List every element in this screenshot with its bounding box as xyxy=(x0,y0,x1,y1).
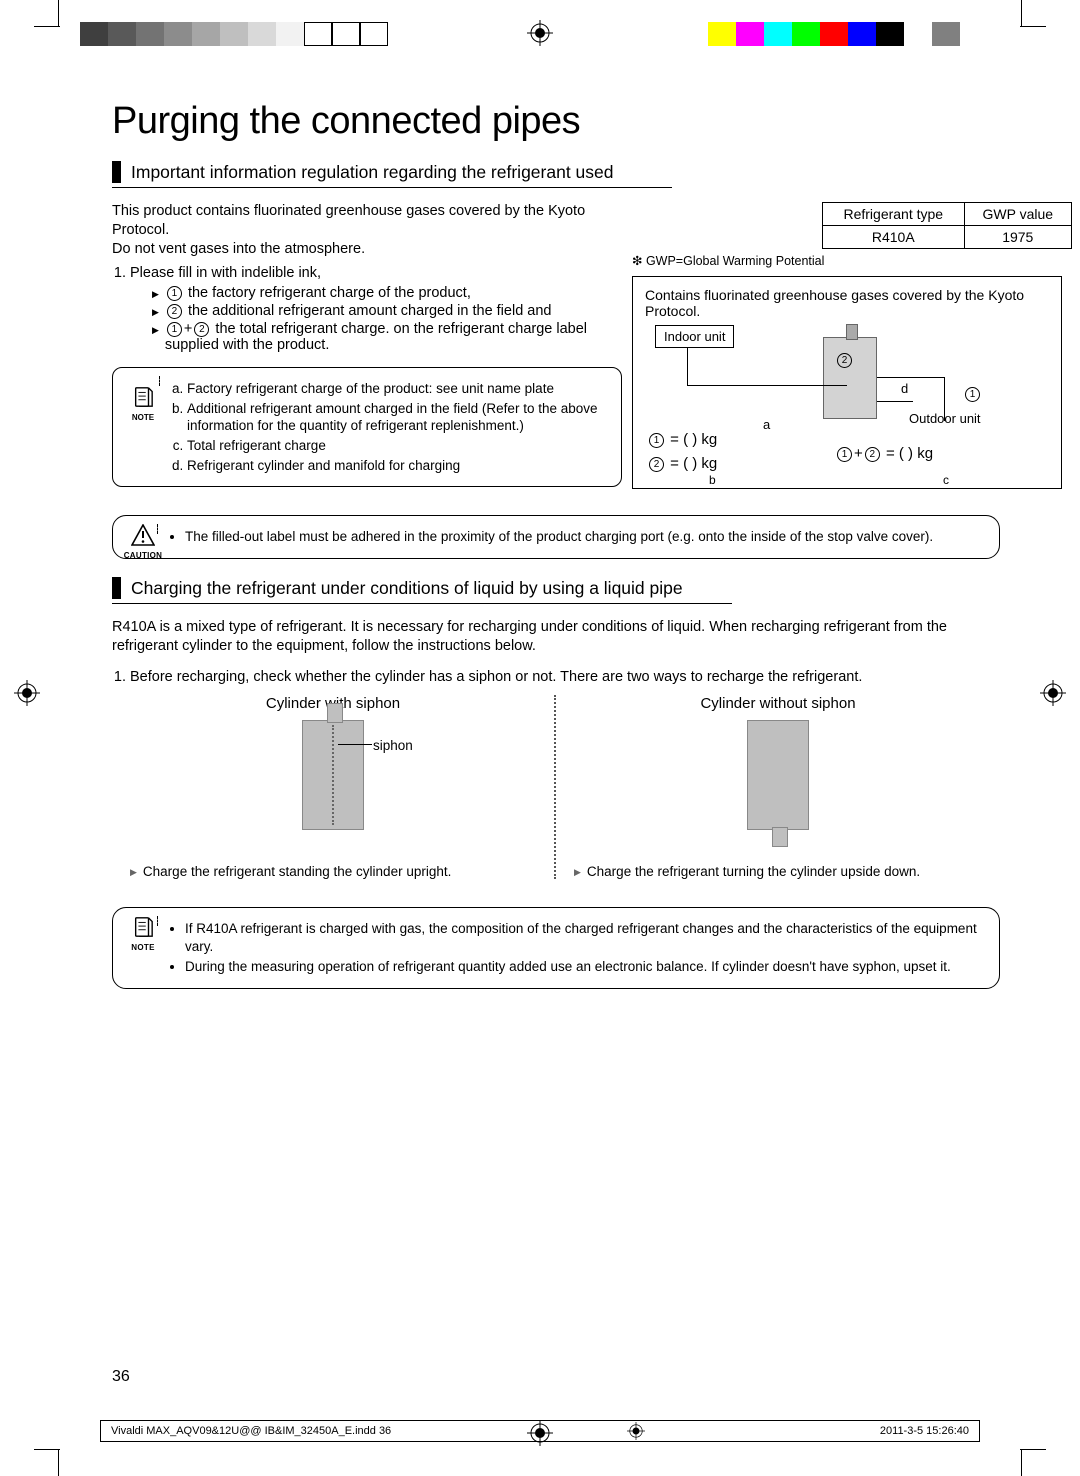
label-box-heading: Contains ﬂuorinated greenhouse gases cov… xyxy=(645,287,1049,319)
registration-target-icon xyxy=(627,1422,645,1440)
refrigerant-label-diagram: Contains ﬂuorinated greenhouse gases cov… xyxy=(632,276,1062,489)
equation: 1+2 = ( ) kg xyxy=(835,445,933,462)
crop-mark xyxy=(1021,1450,1022,1476)
imprint-date: 2011-3-5 15:26:40 xyxy=(880,1425,969,1437)
imprint-bar: Vivaldi MAX_AQV09&12U@@ IB&IM_32450A_E.i… xyxy=(100,1420,980,1442)
cylinder-without-siphon: Cylinder without siphon Charge the refri… xyxy=(556,695,1000,879)
crop-mark xyxy=(1020,26,1046,27)
cylinder-note: Charge the refrigerant turning the cylin… xyxy=(574,864,982,879)
diagram-label: d xyxy=(901,381,908,396)
caution-icon xyxy=(131,524,155,546)
cylinder-icon xyxy=(302,720,364,830)
color-swatch xyxy=(276,22,304,46)
list-item: 1 the factory refrigerant charge of the … xyxy=(152,285,622,301)
colorbar-right xyxy=(708,22,960,46)
section-header: Charging the refrigerant under condition… xyxy=(112,577,732,604)
equation: 1 = ( ) kg xyxy=(647,431,717,448)
crop-mark xyxy=(34,1449,60,1450)
color-swatch xyxy=(848,22,876,46)
note-icon xyxy=(132,916,154,938)
colorbar-left xyxy=(80,22,388,46)
note-text: During the measuring operation of refrig… xyxy=(185,958,983,976)
cylinder-note: Charge the refrigerant standing the cyli… xyxy=(130,864,536,879)
registration-target-icon xyxy=(527,20,553,46)
color-swatch xyxy=(332,22,360,46)
footnote: ❇ GWP=Global Warming Potential xyxy=(632,253,1072,268)
crop-mark xyxy=(1021,0,1022,26)
diagram-label: a xyxy=(763,417,770,432)
list-item: Before recharging, check whether the cyl… xyxy=(130,669,1000,685)
outdoor-unit-label: Outdoor unit xyxy=(909,411,981,426)
intro-text: Do not vent gases into the atmosphere. xyxy=(112,240,622,259)
color-swatch xyxy=(248,22,276,46)
color-swatch xyxy=(108,22,136,46)
note-text: If R410A refrigerant is charged with gas… xyxy=(185,920,983,956)
note-callout: NOTE If R410A refrigerant is charged wit… xyxy=(112,907,1000,990)
color-swatch xyxy=(932,22,960,46)
body-text: R410A is a mixed type of refrigerant. It… xyxy=(112,618,1000,656)
color-swatch xyxy=(876,22,904,46)
crop-mark xyxy=(1020,1449,1046,1450)
diagram-label: b xyxy=(709,473,716,487)
color-swatch xyxy=(304,22,332,46)
outdoor-unit-icon xyxy=(823,337,877,419)
intro-text: This product contains ﬂuorinated greenho… xyxy=(112,202,622,240)
color-swatch xyxy=(904,22,932,46)
color-swatch xyxy=(792,22,820,46)
crop-mark xyxy=(58,1450,59,1476)
table-header: Refrigerant type xyxy=(823,203,965,226)
cylinder-with-siphon: Cylinder with siphon siphon Charge the r… xyxy=(112,695,556,879)
registration-target-icon xyxy=(1040,680,1066,706)
crop-mark xyxy=(34,26,60,27)
section-title: Charging the refrigerant under condition… xyxy=(131,578,683,599)
caution-callout: CAUTION The filled-out label must be adh… xyxy=(112,515,1000,559)
table-cell: R410A xyxy=(823,226,965,249)
list-item: Refrigerant cylinder and manifold for ch… xyxy=(187,457,607,475)
color-swatch xyxy=(820,22,848,46)
registration-target-icon xyxy=(14,680,40,706)
crop-mark xyxy=(58,0,59,26)
color-swatch xyxy=(220,22,248,46)
note-icon xyxy=(132,386,154,408)
color-swatch xyxy=(136,22,164,46)
color-swatch xyxy=(736,22,764,46)
section-header: Important information regulation regardi… xyxy=(112,161,672,188)
table-cell: 1975 xyxy=(964,226,1071,249)
equation: 2 = ( ) kg xyxy=(647,455,717,472)
color-swatch xyxy=(192,22,220,46)
list-item: Please ﬁll in with indelible ink, 1 the … xyxy=(130,265,622,353)
color-swatch xyxy=(764,22,792,46)
imprint-file: Vivaldi MAX_AQV09&12U@@ IB&IM_32450A_E.i… xyxy=(111,1425,391,1437)
color-swatch xyxy=(80,22,108,46)
refrigerant-table: Refrigerant type GWP value R410A 1975 xyxy=(822,202,1072,249)
page-content: Purging the connected pipes Important in… xyxy=(112,100,1000,1386)
list-item: 2 the additional refrigerant amount char… xyxy=(152,303,622,319)
color-swatch xyxy=(164,22,192,46)
list-item: 1+2 the total refrigerant charge. on the… xyxy=(152,321,622,353)
list-item: Factory refrigerant charge of the produc… xyxy=(187,380,607,398)
page-number: 36 xyxy=(112,1368,130,1386)
diagram-label: c xyxy=(943,473,949,487)
indoor-unit-label: Indoor unit xyxy=(655,325,734,348)
list-item: Total refrigerant charge xyxy=(187,437,607,455)
color-swatch xyxy=(708,22,736,46)
caution-text: The filled-out label must be adhered in … xyxy=(185,528,983,546)
table-header: GWP value xyxy=(964,203,1071,226)
section-title: Important information regulation regardi… xyxy=(131,162,614,183)
color-swatch xyxy=(360,22,388,46)
note-callout: NOTE Factory refrigerant charge of the p… xyxy=(112,367,622,487)
cylinder-icon xyxy=(747,720,809,830)
page-title: Purging the connected pipes xyxy=(112,100,1000,143)
siphon-label: siphon xyxy=(373,738,413,753)
list-item: Additional refrigerant amount charged in… xyxy=(187,400,607,435)
